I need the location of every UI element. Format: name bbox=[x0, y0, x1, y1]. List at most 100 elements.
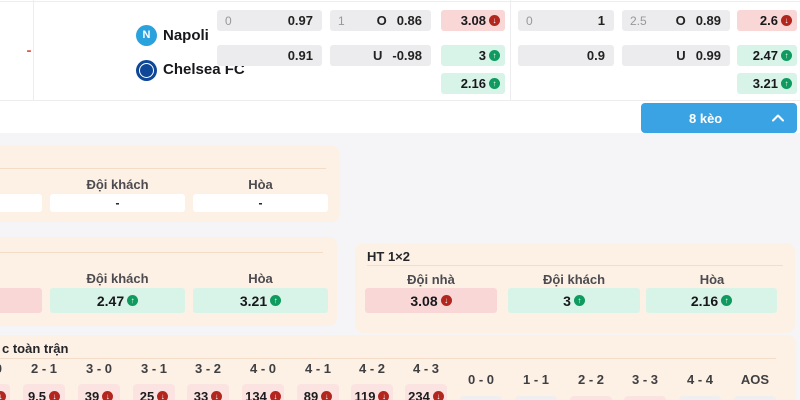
odds-cell-home[interactable] bbox=[0, 288, 42, 313]
ou-line: 2.5 bbox=[630, 13, 647, 28]
odds-value: 39 bbox=[84, 388, 100, 400]
odds-value: 3.08 bbox=[410, 292, 438, 309]
section-title: HT 1×2 bbox=[367, 249, 410, 264]
chelsea-logo-icon bbox=[136, 60, 157, 81]
odds-value: 2.47 bbox=[752, 48, 778, 63]
odds-value: 3.21 bbox=[239, 292, 268, 309]
hdp-home-odds[interactable]: 0 1 bbox=[518, 10, 614, 31]
hdp-away-odds[interactable]: 0.9 bbox=[518, 45, 614, 66]
napoli-logo-icon bbox=[136, 25, 157, 46]
score-odds-cell[interactable] bbox=[624, 396, 666, 400]
draw-odds[interactable]: 2.16 bbox=[441, 73, 505, 94]
odds-cell-draw[interactable]: - bbox=[193, 194, 328, 212]
odds-value: 134 bbox=[245, 388, 267, 400]
score-odds-cell[interactable]: 119 bbox=[351, 384, 393, 400]
score-odds-cell[interactable]: 234 bbox=[405, 384, 447, 400]
score-header: 4 - 0 bbox=[249, 361, 276, 376]
score-odds-cell[interactable]: 134 bbox=[242, 384, 284, 400]
away-win-odds[interactable]: 2.47 bbox=[737, 45, 797, 66]
chevron-up-icon bbox=[772, 114, 784, 122]
score-odds-cell[interactable]: 33 bbox=[187, 384, 229, 400]
away-win-odds[interactable]: 3 bbox=[441, 45, 505, 66]
trend-icon bbox=[127, 295, 139, 306]
odds-cell-home[interactable]: 3.08 bbox=[365, 288, 497, 313]
match-row: - Napoli Chelsea FC 0 0.97 1 O 0.86 3.08… bbox=[0, 0, 800, 101]
odds-cell-away[interactable]: 3 bbox=[508, 288, 640, 313]
away-column-header: Đội khách bbox=[542, 272, 606, 287]
divider bbox=[367, 265, 783, 266]
odds-value: 2.16 bbox=[690, 292, 719, 309]
trend-icon bbox=[321, 390, 333, 400]
score-header: 4 - 3 bbox=[412, 361, 439, 376]
odds-value: 3.21 bbox=[752, 76, 778, 91]
score-odds-cell[interactable] bbox=[460, 396, 502, 400]
home-win-odds[interactable]: 3.08 bbox=[441, 10, 505, 31]
trend-icon bbox=[489, 15, 500, 26]
score-header: 0 - 0 bbox=[467, 372, 494, 387]
odds-cell-draw[interactable]: 3.21 bbox=[193, 288, 328, 313]
score-header: AOS bbox=[740, 372, 770, 387]
score-odds-cell[interactable] bbox=[0, 384, 10, 400]
odds-cell-home[interactable]: - bbox=[0, 194, 42, 212]
score-odds-cell[interactable] bbox=[734, 396, 776, 400]
odds-value: 3 bbox=[478, 48, 486, 63]
score-header: 3 - 0 bbox=[85, 361, 112, 376]
odds-value: 0.9 bbox=[586, 48, 605, 63]
score-header: 1 - 1 bbox=[522, 372, 549, 387]
score-header: 4 - 1 bbox=[304, 361, 331, 376]
divider bbox=[0, 252, 323, 253]
home-win-odds[interactable]: 2.6 bbox=[737, 10, 797, 31]
trend-icon bbox=[211, 390, 223, 400]
score-header: 4 - 2 bbox=[358, 361, 385, 376]
hdp-line: 0 bbox=[225, 13, 232, 28]
trend-icon bbox=[489, 78, 500, 89]
market-section: Đội nhà Đội khách Hòa 2.47 3.21 bbox=[0, 237, 337, 326]
hdp-home-odds[interactable]: 0 0.97 bbox=[217, 10, 322, 31]
odds-value: 25 bbox=[139, 388, 155, 400]
over-label: O bbox=[376, 13, 387, 28]
score-odds-cell[interactable]: 89 bbox=[297, 384, 339, 400]
score-odds-cell[interactable]: 9.5 bbox=[23, 384, 65, 400]
odds-value: 0.97 bbox=[287, 13, 313, 28]
divider bbox=[0, 1, 800, 2]
over-odds[interactable]: 1 O 0.86 bbox=[330, 10, 431, 31]
trend-icon bbox=[378, 390, 390, 400]
trend-icon bbox=[432, 390, 444, 400]
score-odds-cell[interactable]: 39 bbox=[78, 384, 120, 400]
score-odds-cell[interactable] bbox=[570, 396, 612, 400]
over-label: O bbox=[675, 13, 686, 28]
draw-column-header: Hòa bbox=[699, 272, 725, 287]
under-label: U bbox=[676, 48, 686, 63]
odds-value: 9.5 bbox=[27, 388, 47, 400]
score-odds-cell[interactable] bbox=[679, 396, 721, 400]
odds-cell-away[interactable]: 2.47 bbox=[50, 288, 185, 313]
trend-icon bbox=[781, 50, 792, 61]
trend-icon bbox=[781, 78, 792, 89]
draw-odds[interactable]: 3.21 bbox=[737, 73, 797, 94]
odds-value: 89 bbox=[303, 388, 319, 400]
score-odds-cell[interactable]: 25 bbox=[133, 384, 175, 400]
divider bbox=[0, 168, 326, 169]
ou-line: 1 bbox=[338, 13, 345, 28]
score-header: 4 - 4 bbox=[686, 372, 713, 387]
odds-value: 3.08 bbox=[460, 13, 486, 28]
score-header: 3 - 1 bbox=[140, 361, 167, 376]
under-odds[interactable]: U 0.99 bbox=[622, 45, 730, 66]
home-column-header: Đội nhà bbox=[0, 177, 42, 192]
odds-cell-away[interactable]: - bbox=[50, 194, 185, 212]
odds-value: 234 bbox=[408, 388, 430, 400]
score-odds-cell[interactable] bbox=[515, 396, 557, 400]
home-column-header: Đội nhà bbox=[407, 272, 455, 287]
draw-column-header: Hòa bbox=[248, 271, 273, 286]
under-odds[interactable]: U -0.98 bbox=[330, 45, 431, 66]
home-team-name[interactable]: Napoli bbox=[163, 27, 209, 44]
over-odds[interactable]: 2.5 O 0.89 bbox=[622, 10, 730, 31]
keo-collapse-button[interactable]: 8 kèo bbox=[641, 103, 797, 133]
odds-value: 2.16 bbox=[460, 76, 486, 91]
away-column-header: Đội khách bbox=[86, 177, 149, 192]
score-header: 2 - 2 bbox=[577, 372, 604, 387]
hdp-away-odds[interactable]: 0.91 bbox=[217, 45, 322, 66]
odds-cell-draw[interactable]: 2.16 bbox=[646, 288, 777, 313]
keo-button-label: 8 kèo bbox=[689, 110, 723, 126]
